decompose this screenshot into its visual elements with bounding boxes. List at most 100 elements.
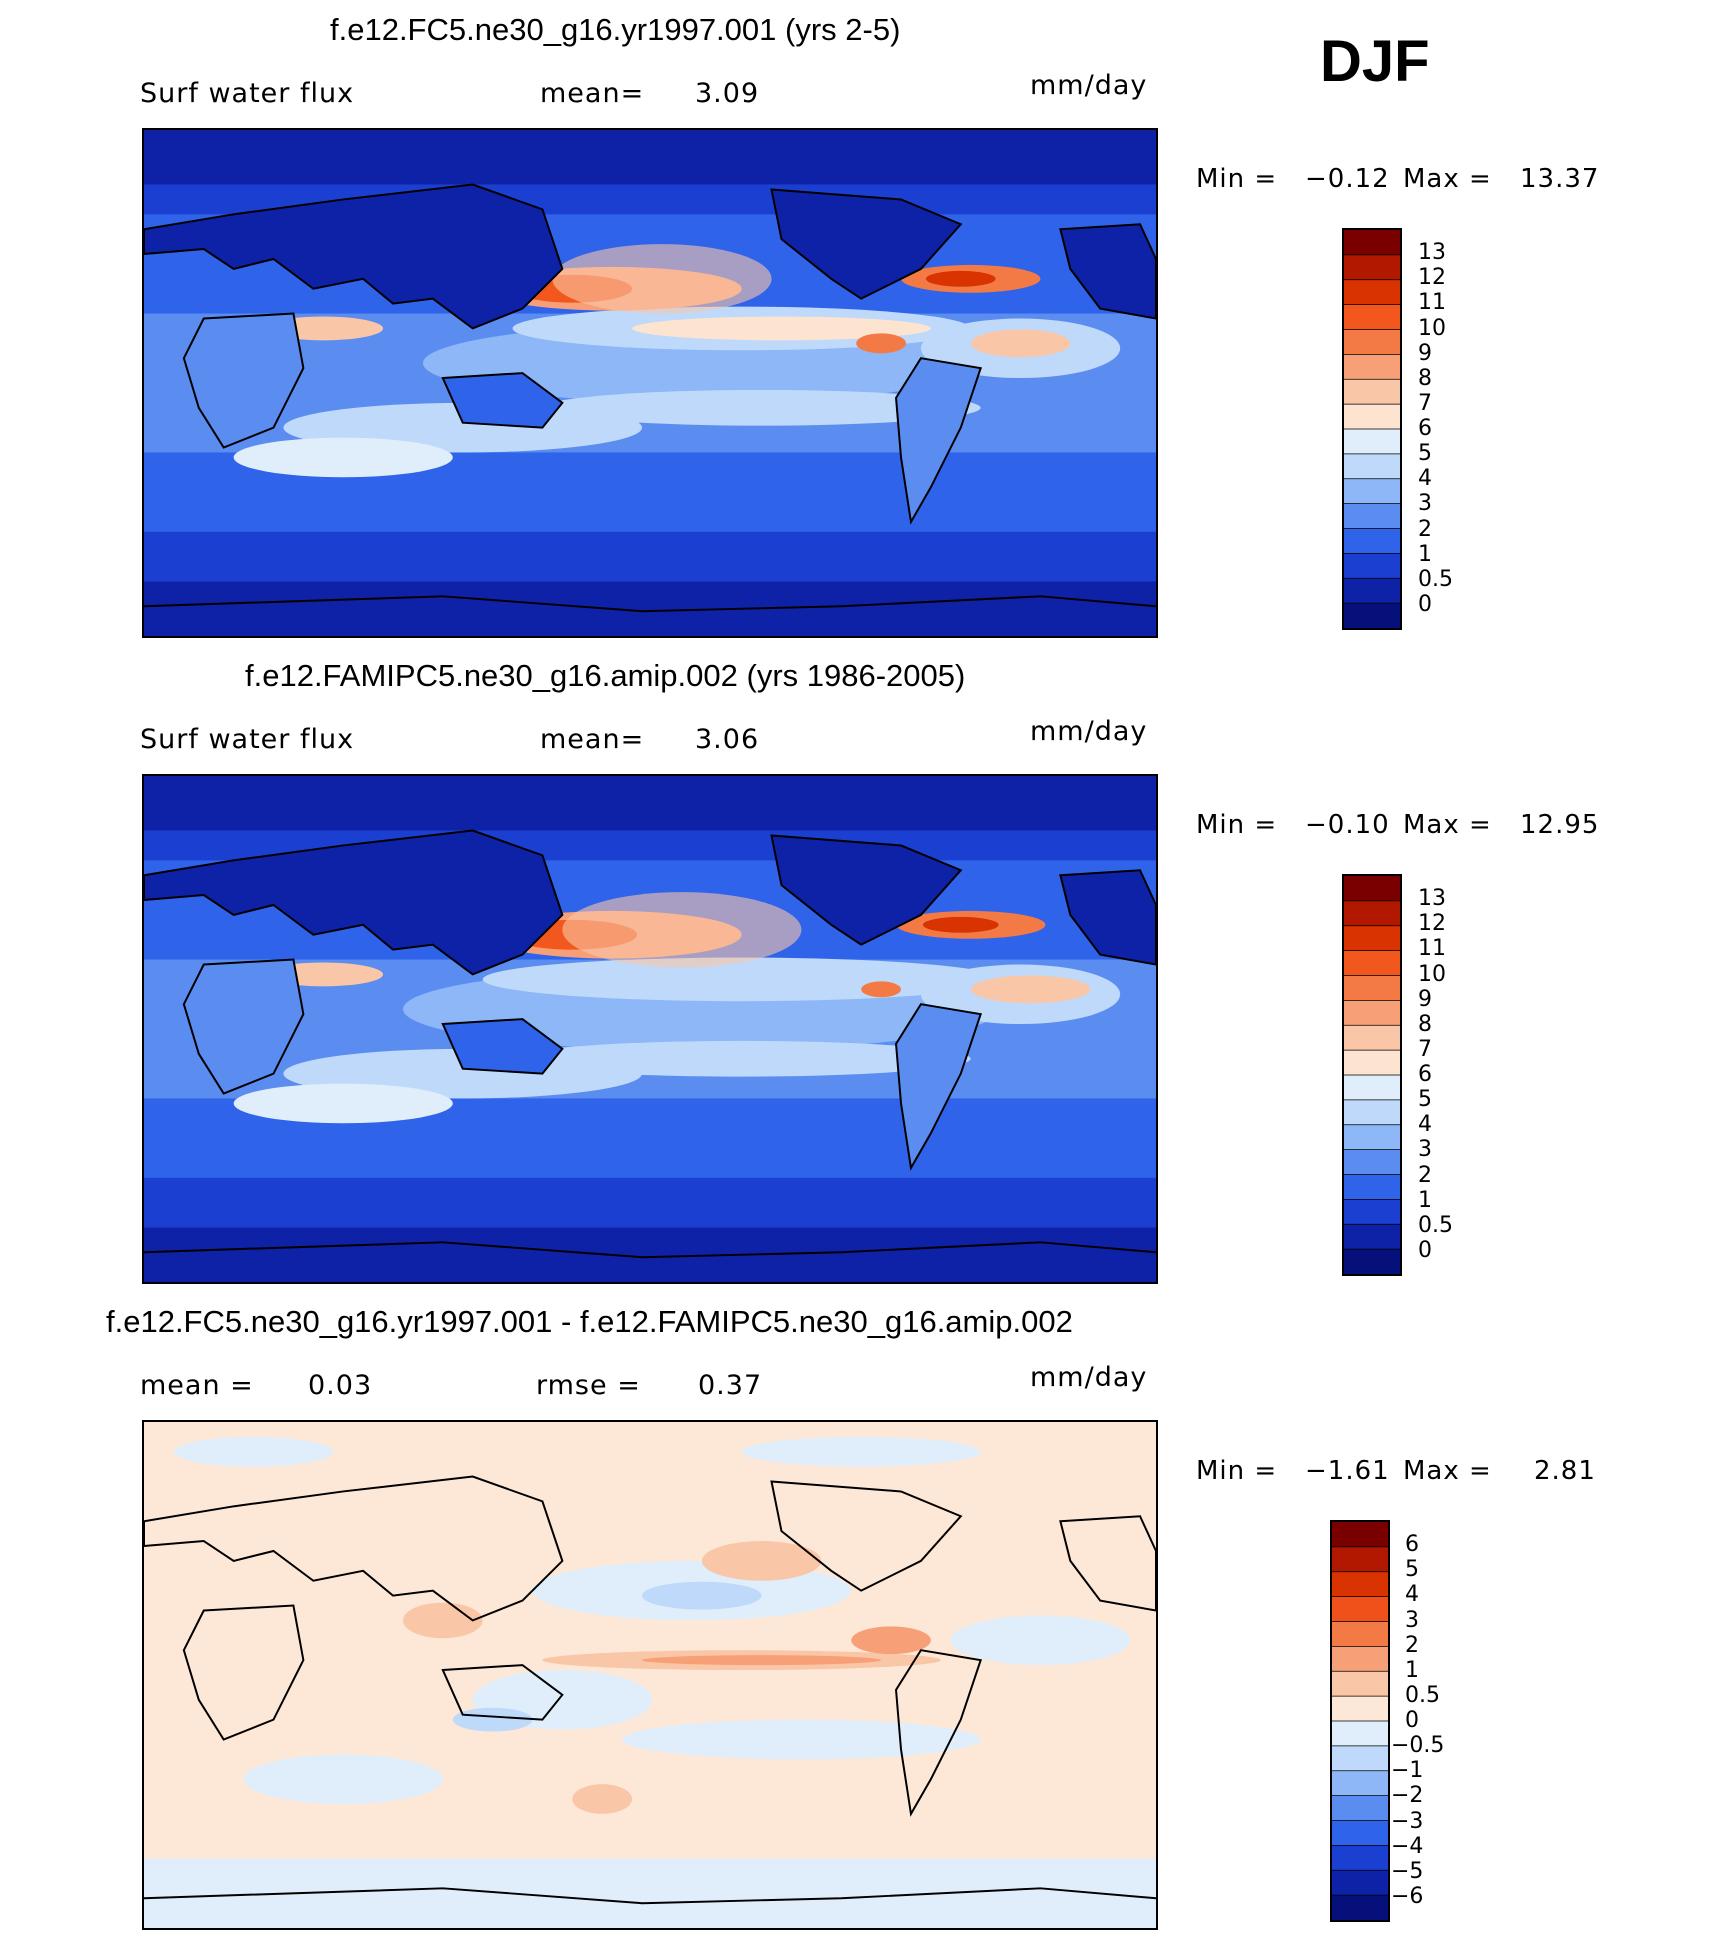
colorbar-swatch: [1344, 1025, 1400, 1051]
panel-2-min-label: Min =: [1196, 810, 1278, 840]
colorbar-swatch: [1344, 379, 1400, 405]
colorbar-swatch: [1344, 304, 1400, 330]
panel-1-min-value: −0.12: [1305, 164, 1390, 194]
panel-3-min-label: Min =: [1196, 1456, 1278, 1486]
colorbar-swatch: [1344, 230, 1400, 255]
panel-2-title: f.e12.FAMIPC5.ne30_g16.amip.002 (yrs 198…: [245, 658, 966, 693]
panel-2-colorbar: [1342, 874, 1402, 1276]
panel-1-max-value: 13.37: [1520, 164, 1600, 194]
colorbar-tick-label: −0.5: [1391, 1733, 1445, 1759]
colorbar-swatch: [1332, 1522, 1388, 1547]
colorbar-swatch: [1344, 1149, 1400, 1175]
colorbar-tick-label: 5: [1405, 1557, 1419, 1583]
panel-1-units: mm/day: [1030, 70, 1148, 101]
colorbar-tick-label: 5: [1418, 1087, 1432, 1113]
colorbar-swatch: [1344, 429, 1400, 454]
colorbar-tick-label: 11: [1418, 290, 1446, 316]
panel-2-max-value: 12.95: [1520, 810, 1600, 840]
colorbar-swatch: [1344, 1224, 1400, 1250]
colorbar-swatch: [1344, 603, 1400, 628]
panel-2-max-label: Max =: [1403, 810, 1492, 840]
colorbar-tick-label: −4: [1391, 1833, 1424, 1859]
panel-3-colorbar: [1330, 1520, 1390, 1922]
panel-1-mean-label: mean=: [540, 78, 645, 109]
colorbar-tick-label: 2: [1418, 1162, 1432, 1188]
colorbar-tick-label: 5: [1418, 441, 1432, 467]
colorbar-swatch: [1344, 279, 1400, 305]
colorbar-tick-label: 9: [1418, 986, 1432, 1012]
colorbar-swatch: [1344, 478, 1400, 504]
colorbar-tick-label: 6: [1418, 416, 1432, 441]
panel-1-field: Surf water flux: [140, 78, 355, 109]
colorbar-swatch: [1344, 1249, 1400, 1274]
colorbar-swatch: [1332, 1795, 1388, 1821]
colorbar-swatch: [1332, 1745, 1388, 1771]
colorbar-swatch: [1332, 1596, 1388, 1622]
colorbar-tick-label: 4: [1418, 466, 1432, 492]
colorbar-tick-label: 0: [1418, 591, 1432, 617]
colorbar-tick-label: 7: [1418, 1036, 1432, 1062]
colorbar-swatch: [1344, 950, 1400, 976]
colorbar-tick-label: 3: [1405, 1607, 1419, 1633]
colorbar-swatch: [1344, 1000, 1400, 1026]
colorbar-swatch: [1332, 1895, 1388, 1920]
panel-2-field: Surf water flux: [140, 724, 355, 755]
panel-2-mean-value: 3.06: [695, 724, 760, 755]
colorbar-swatch: [1344, 329, 1400, 355]
colorbar-swatch: [1344, 1174, 1400, 1200]
colorbar-tick-label: 1: [1418, 541, 1432, 567]
colorbar-swatch: [1344, 1124, 1400, 1150]
panel-2-units: mm/day: [1030, 716, 1148, 747]
colorbar-tick-label: 0: [1405, 1708, 1419, 1733]
colorbar-tick-label: 6: [1405, 1532, 1419, 1558]
colorbar-swatch: [1344, 254, 1400, 280]
panel-3-max-value: 2.81: [1534, 1456, 1596, 1486]
colorbar-swatch: [1332, 1621, 1388, 1647]
colorbar-swatch: [1344, 1099, 1400, 1125]
colorbar-swatch: [1344, 404, 1400, 429]
colorbar-swatch: [1344, 900, 1400, 926]
colorbar-swatch: [1332, 1646, 1388, 1672]
panel-3-min-value: −1.61: [1305, 1456, 1390, 1486]
colorbar-swatch: [1332, 1671, 1388, 1697]
colorbar-swatch: [1344, 578, 1400, 604]
panel-3-mean-value: 0.03: [308, 1370, 373, 1401]
colorbar-tick-label: −1: [1391, 1758, 1424, 1784]
panel-3-units: mm/day: [1030, 1362, 1148, 1393]
panel-3-title: f.e12.FC5.ne30_g16.yr1997.001 - f.e12.FA…: [106, 1304, 1073, 1339]
colorbar-swatch: [1332, 1845, 1388, 1871]
panel-3-mean-label: mean =: [140, 1370, 254, 1401]
colorbar-swatch: [1344, 453, 1400, 479]
colorbar-tick-label: 3: [1418, 1137, 1432, 1163]
colorbar-swatch: [1332, 1546, 1388, 1572]
colorbar-tick-label: −2: [1391, 1783, 1424, 1809]
colorbar-swatch: [1332, 1770, 1388, 1796]
colorbar-tick-label: 2: [1418, 516, 1432, 542]
colorbar-tick-label: 1: [1405, 1657, 1419, 1683]
panel-1-min-label: Min =: [1196, 164, 1278, 194]
panel-2-map: [142, 774, 1158, 1284]
colorbar-swatch: [1344, 876, 1400, 901]
colorbar-tick-label: 8: [1418, 365, 1432, 391]
season-label: DJF: [1320, 29, 1430, 94]
colorbar-tick-label: 10: [1418, 315, 1446, 341]
colorbar-tick-label: 0.5: [1418, 1212, 1453, 1238]
colorbar-swatch: [1344, 1075, 1400, 1100]
panel-3-rmse-label: rmse =: [536, 1370, 641, 1401]
colorbar-tick-label: 10: [1418, 961, 1446, 987]
colorbar-tick-label: 6: [1418, 1062, 1432, 1087]
colorbar-swatch: [1332, 1870, 1388, 1896]
panel-1-title: f.e12.FC5.ne30_g16.yr1997.001 (yrs 2-5): [330, 12, 901, 47]
colorbar-tick-label: 13: [1418, 886, 1446, 912]
colorbar-swatch: [1332, 1696, 1388, 1721]
panel-3-map: [142, 1420, 1158, 1930]
panel-2-mean-label: mean=: [540, 724, 645, 755]
colorbar-swatch: [1344, 1199, 1400, 1225]
panel-1-mean-value: 3.09: [695, 78, 760, 109]
colorbar-tick-label: 11: [1418, 936, 1446, 962]
colorbar-swatch: [1332, 1820, 1388, 1846]
colorbar-tick-label: 4: [1405, 1582, 1419, 1608]
colorbar-tick-label: 2: [1405, 1632, 1419, 1658]
colorbar-tick-label: −6: [1391, 1883, 1424, 1909]
colorbar-swatch: [1344, 925, 1400, 951]
